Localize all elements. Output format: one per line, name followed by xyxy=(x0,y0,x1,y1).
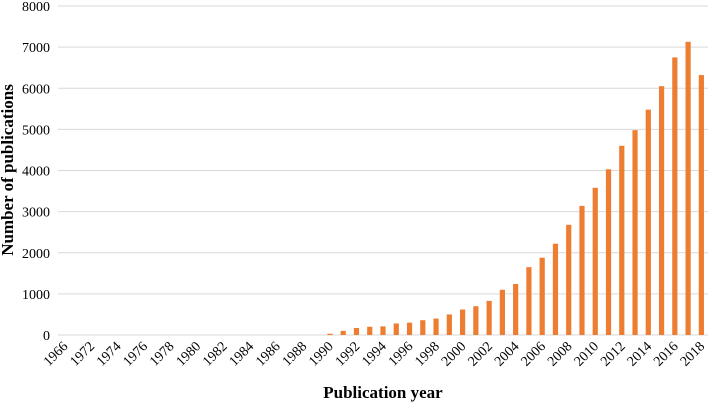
x-tick-label: 1982 xyxy=(200,339,230,369)
x-tick-label: 1978 xyxy=(147,339,177,369)
bar xyxy=(380,326,386,335)
bar xyxy=(513,284,519,335)
bar xyxy=(592,187,598,335)
bar xyxy=(459,309,466,335)
x-tick-label: 1992 xyxy=(333,339,363,369)
x-tick-label: 2004 xyxy=(492,339,522,369)
bar xyxy=(619,145,625,335)
x-tick-label: 1990 xyxy=(306,339,336,369)
bar xyxy=(645,109,651,335)
y-tick-label: 5000 xyxy=(22,123,50,138)
x-tick-label: 1994 xyxy=(359,339,389,369)
x-tick-label: 1986 xyxy=(253,339,283,369)
x-tick-label: 2014 xyxy=(625,339,655,369)
x-tick-label: 1998 xyxy=(412,339,442,369)
x-tick-label: 1988 xyxy=(280,339,310,369)
bar xyxy=(486,300,492,335)
y-tick-label: 1000 xyxy=(22,288,50,303)
y-tick-label: 3000 xyxy=(22,206,50,221)
x-tick-label: 1984 xyxy=(227,339,257,369)
bar xyxy=(473,306,479,335)
x-tick-label: 2002 xyxy=(466,339,496,369)
bar xyxy=(340,330,346,335)
y-tick-label: 8000 xyxy=(22,0,50,15)
y-axis-title: Number of publications xyxy=(0,84,17,256)
bar xyxy=(605,169,612,335)
x-tick-label: 1976 xyxy=(121,339,151,369)
x-tick-label: 1996 xyxy=(386,339,416,369)
x-axis-title: Publication year xyxy=(323,383,443,402)
x-tick-label: 1974 xyxy=(94,339,124,369)
bar xyxy=(552,243,559,335)
bar xyxy=(526,267,532,335)
x-tick-label: 2010 xyxy=(572,339,602,369)
bar xyxy=(367,326,373,335)
x-tick-label: 1980 xyxy=(174,339,204,369)
bar xyxy=(698,75,704,335)
bar xyxy=(433,318,439,335)
bar xyxy=(327,333,333,335)
bar xyxy=(579,205,585,335)
x-tick-label: 2018 xyxy=(678,339,708,369)
x-tick-label: 2008 xyxy=(545,339,575,369)
y-tick-label: 2000 xyxy=(22,247,50,262)
y-tick-label: 7000 xyxy=(22,41,50,56)
bar xyxy=(685,41,691,336)
bar xyxy=(393,323,399,335)
bar xyxy=(446,314,452,335)
x-tick-label: 2000 xyxy=(439,339,469,369)
x-tick-label: 2006 xyxy=(519,339,549,369)
bar xyxy=(406,322,413,335)
bar xyxy=(353,328,360,335)
y-tick-label: 6000 xyxy=(22,82,50,97)
bar xyxy=(539,257,545,335)
bar xyxy=(658,86,665,335)
bar xyxy=(672,57,678,335)
x-tick-label: 2012 xyxy=(598,339,628,369)
x-tick-label: 1972 xyxy=(68,339,98,369)
bar xyxy=(566,224,572,335)
bar xyxy=(632,130,638,335)
bar xyxy=(499,289,505,335)
x-tick-label: 2016 xyxy=(651,339,681,369)
y-tick-label: 0 xyxy=(43,329,50,344)
y-tick-label: 4000 xyxy=(22,165,50,180)
bar xyxy=(420,320,426,335)
